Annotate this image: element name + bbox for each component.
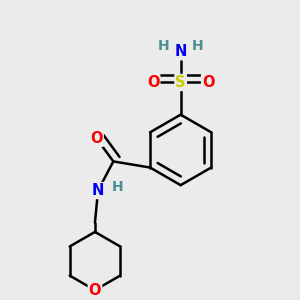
Text: H: H — [112, 181, 124, 194]
Text: H: H — [192, 39, 203, 53]
Text: H: H — [158, 39, 169, 53]
Text: O: O — [89, 283, 101, 298]
Text: O: O — [147, 75, 159, 90]
Text: S: S — [176, 75, 186, 90]
Text: N: N — [175, 44, 187, 59]
Text: O: O — [202, 75, 214, 90]
Text: O: O — [90, 131, 103, 146]
Text: N: N — [92, 183, 104, 198]
